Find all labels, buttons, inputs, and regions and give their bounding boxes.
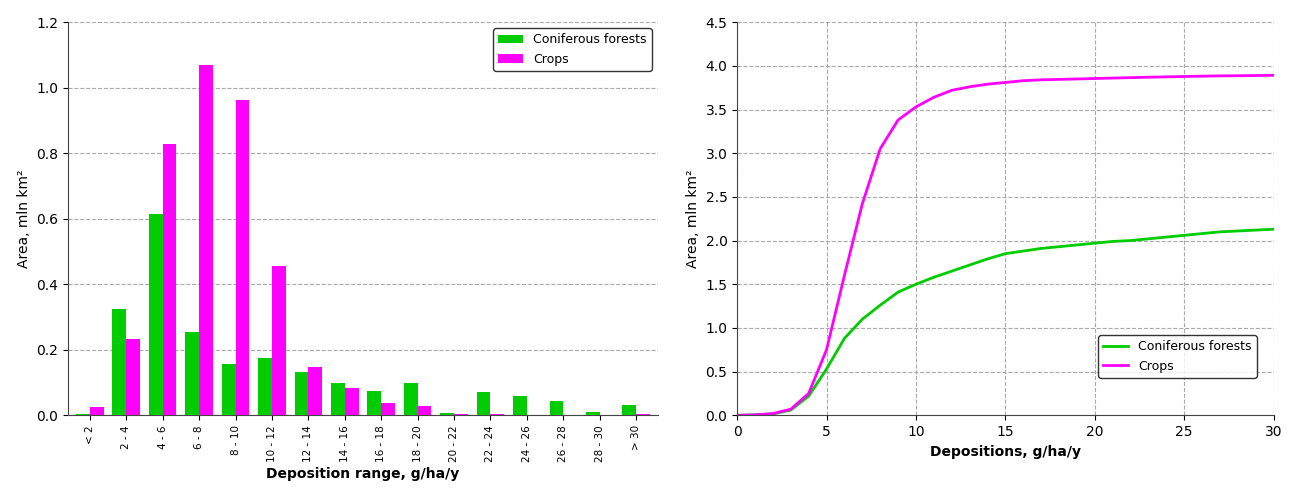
Bar [331,383,344,415]
Bar [404,383,418,415]
Bar [295,372,308,415]
Bar [622,405,637,415]
Coniferous forests [1033,246,1048,251]
Coniferous forests [1069,242,1085,248]
Bar [586,412,600,415]
X-axis label: Deposition range, g/ha/y: Deposition range, g/ha/y [266,467,460,482]
Coniferous forests [855,316,870,322]
Crops [1087,76,1103,82]
Crops [873,146,889,152]
Coniferous forests [1194,231,1209,237]
Y-axis label: Area, mln km²: Area, mln km² [17,169,31,268]
Coniferous forests [890,289,905,295]
Crops [1194,73,1209,79]
Crops [1177,74,1192,80]
Crops [855,201,870,207]
Line: Coniferous forests: Coniferous forests [737,229,1273,415]
Crops [1230,73,1246,79]
Bar [259,358,271,415]
Crops [1122,75,1138,81]
Crops [1141,74,1156,80]
Coniferous forests [801,393,817,399]
Bar [344,388,359,415]
Bar [126,339,140,415]
Crops [747,412,763,418]
Crops [1105,75,1121,81]
Coniferous forests [944,268,960,274]
Coniferous forests [1016,248,1031,254]
Crops [1016,78,1031,84]
Coniferous forests [1122,238,1138,244]
Bar [455,414,468,415]
Coniferous forests [783,407,799,413]
Coniferous forests [1248,227,1264,233]
Crops [1051,76,1066,82]
Bar [271,265,286,415]
Bar [186,332,199,415]
Bar [549,401,564,415]
Line: Crops: Crops [737,75,1273,415]
Bar [235,100,249,415]
Crops [765,410,781,416]
Crops [1033,77,1048,83]
Coniferous forests [1159,234,1174,240]
Bar [381,403,395,415]
Coniferous forests [1177,233,1192,239]
Bar [75,414,90,415]
Crops [961,84,977,90]
Bar [477,392,491,415]
Legend: Coniferous forests, Crops: Coniferous forests, Crops [494,28,652,71]
Crops [979,81,995,87]
Coniferous forests [818,366,834,372]
Coniferous forests [765,411,781,417]
Coniferous forests [729,412,744,418]
Crops [998,80,1013,86]
Crops [890,117,905,123]
Bar [149,214,162,415]
Bar [418,406,431,415]
Coniferous forests [1051,244,1066,249]
Bar [491,414,504,415]
Crops [926,94,942,100]
Crops [1248,73,1264,79]
Crops [837,272,852,278]
Coniferous forests [979,256,995,262]
Crops [944,87,960,93]
Coniferous forests [1230,228,1246,234]
Coniferous forests [1212,229,1228,235]
Bar [368,391,381,415]
Bar [440,413,455,415]
Coniferous forests [1087,240,1103,246]
Coniferous forests [926,274,942,280]
Coniferous forests [1265,226,1281,232]
Legend: Coniferous forests, Crops: Coniferous forests, Crops [1098,335,1256,377]
Bar [90,407,104,415]
Crops [1212,73,1228,79]
Bar [308,367,322,415]
Coniferous forests [998,250,1013,256]
Crops [1069,76,1085,82]
X-axis label: Depositions, g/ha/y: Depositions, g/ha/y [930,445,1081,459]
Crops [1265,72,1281,78]
Coniferous forests [908,281,924,287]
Crops [1159,74,1174,80]
Y-axis label: Area, mln km²: Area, mln km² [686,169,700,268]
Bar [162,144,177,415]
Crops [908,104,924,110]
Crops [729,412,744,418]
Coniferous forests [747,412,763,418]
Coniferous forests [1105,239,1121,245]
Crops [783,406,799,412]
Coniferous forests [837,336,852,342]
Bar [513,395,527,415]
Crops [818,347,834,353]
Bar [113,309,126,415]
Coniferous forests [1141,236,1156,242]
Coniferous forests [873,302,889,308]
Bar [637,414,650,415]
Bar [222,364,235,415]
Bar [199,65,213,415]
Crops [801,390,817,396]
Coniferous forests [961,262,977,268]
